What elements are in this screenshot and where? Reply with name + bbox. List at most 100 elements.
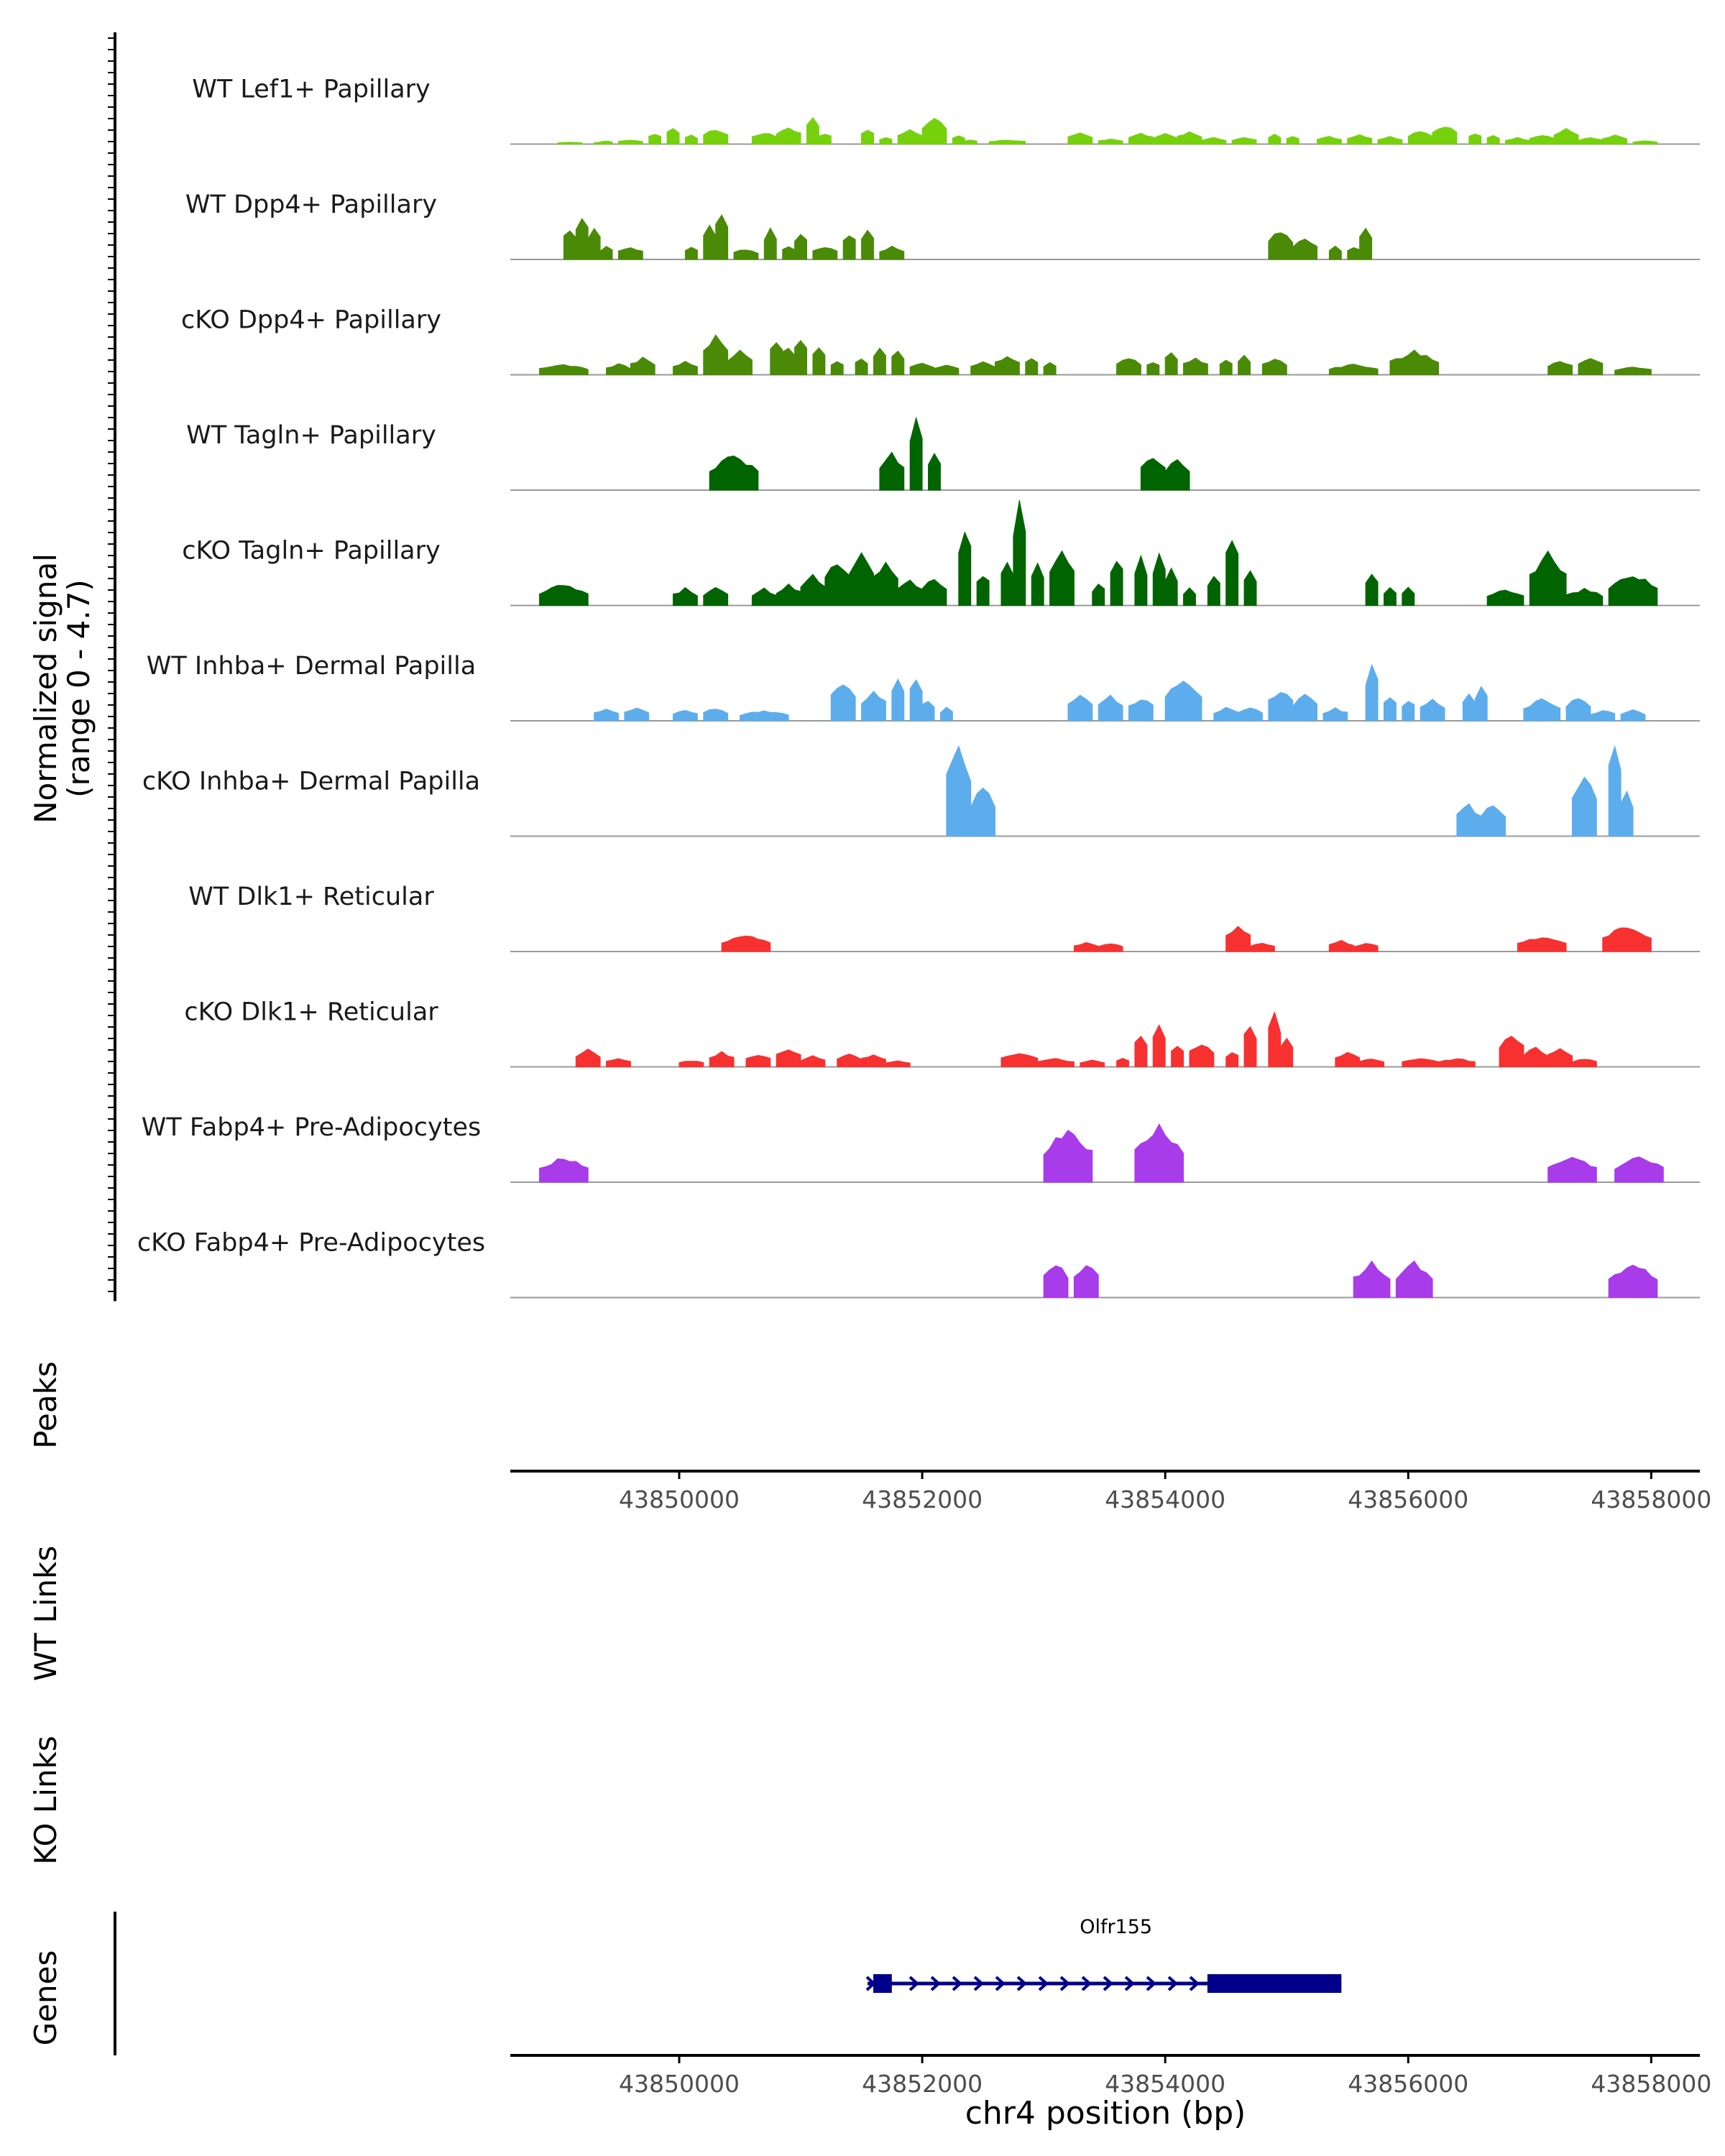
coverage-peak xyxy=(897,129,923,144)
coverage-peak xyxy=(1189,1044,1215,1067)
coverage-peak xyxy=(684,134,698,144)
coverage-peak xyxy=(1432,126,1458,144)
coverage-peak xyxy=(1383,586,1397,606)
coverage-peak xyxy=(1365,663,1379,722)
coverage-peak xyxy=(740,710,789,722)
coverage-peak xyxy=(1207,576,1220,606)
coverage-peak xyxy=(1608,1264,1658,1298)
coverage-peak xyxy=(1322,707,1348,722)
peaks-x-tick-label: 43858000 xyxy=(1591,1485,1711,1514)
coverage-peak xyxy=(709,455,759,491)
coverage-peak xyxy=(1377,136,1403,144)
coverage-peak xyxy=(1608,745,1622,837)
peaks-x-tick-label: 43856000 xyxy=(1348,1485,1468,1514)
coverage-peak xyxy=(1225,540,1239,606)
coverage-peak xyxy=(855,358,868,375)
coverage-peak xyxy=(909,416,923,491)
coverage-peak xyxy=(1286,136,1300,144)
coverage-peak xyxy=(1043,1130,1093,1183)
strand-arrow xyxy=(1038,1976,1049,1991)
track-label: cKO Dpp4+ Papillary xyxy=(181,306,441,335)
track-label: cKO Tagln+ Papillary xyxy=(182,537,441,566)
coverage-peak xyxy=(1049,550,1075,606)
coverage-peak xyxy=(885,1060,911,1067)
coverage-peak xyxy=(1608,576,1658,606)
track-label: WT Inhba+ Dermal Papilla xyxy=(147,652,476,681)
coverage-peak xyxy=(1013,500,1026,606)
coverage-peak xyxy=(630,356,656,375)
coverage-peak xyxy=(1031,562,1044,606)
coverage-peak xyxy=(575,1049,601,1067)
coverage-peak xyxy=(1462,693,1476,722)
strand-arrow xyxy=(1016,1976,1027,1991)
coverage-peak xyxy=(861,129,874,144)
coverage-peak xyxy=(1456,803,1482,837)
coverage-peak xyxy=(1347,247,1361,260)
coverage-peak xyxy=(1098,138,1123,144)
coverage-peak xyxy=(776,583,801,606)
coverage-peak xyxy=(1407,131,1433,144)
peaks-panel: 43850000 43852000 43854000 43856000 43858000 xyxy=(510,1470,1711,1514)
y-axis-title-line-2: (range 0 - 4.7) xyxy=(61,579,96,798)
coverage-peak xyxy=(703,586,729,606)
coverage-peak xyxy=(1316,136,1342,144)
coverage-peak xyxy=(684,247,698,260)
track-label: WT Tagln+ Papillary xyxy=(186,421,436,450)
coverage-peak xyxy=(1359,227,1373,260)
coverage-peak xyxy=(909,679,923,722)
genes-panel: 43850000 43852000 43854000 43856000 43858000… xyxy=(114,1912,1711,2098)
coverage-peak xyxy=(1335,1051,1361,1067)
coverage-peak xyxy=(1359,1059,1384,1067)
coverage-peak xyxy=(879,137,893,144)
coverage-peak xyxy=(849,552,874,606)
coverage-peak xyxy=(952,135,965,144)
coverage-peak xyxy=(1553,127,1579,144)
coverage-peak xyxy=(1486,135,1500,144)
coverage-peak xyxy=(1025,358,1039,375)
coverage-peak xyxy=(617,139,643,144)
strand-arrow xyxy=(930,1976,941,1991)
coverage-peak xyxy=(782,347,796,375)
coverage-peak xyxy=(879,451,905,491)
wt-links-track-label: WT Links xyxy=(28,1546,63,1681)
coverage-peak xyxy=(1177,131,1202,144)
coverage-peak xyxy=(970,787,996,837)
coverage-peak xyxy=(1353,943,1379,952)
strand-arrow xyxy=(908,1976,919,1991)
coverage-peak xyxy=(1243,570,1257,606)
coverage-peak xyxy=(1128,132,1154,144)
track-label: WT Dpp4+ Papillary xyxy=(185,190,437,219)
track-label: WT Fabp4+ Pre-Adipocytes xyxy=(142,1113,481,1142)
coverage-peak xyxy=(1571,1059,1597,1067)
coverage-peak xyxy=(873,561,898,606)
coverage-peak xyxy=(1134,1036,1148,1067)
coverage-peak xyxy=(763,227,777,260)
peaks-x-tick-label: 43852000 xyxy=(862,1485,983,1514)
coverage-peak xyxy=(715,213,729,260)
strand-arrow xyxy=(952,1976,962,1991)
coverage-peak xyxy=(557,142,583,144)
coverage-peak xyxy=(703,709,729,722)
coverage-peak xyxy=(800,1055,826,1067)
coverage-peak xyxy=(891,350,905,375)
coverage-peak xyxy=(1043,1265,1069,1298)
peaks-x-tick-label: 43854000 xyxy=(1105,1485,1225,1514)
coverage-peak xyxy=(1037,1058,1075,1067)
coverage-peak xyxy=(1578,137,1604,144)
coverage-peak xyxy=(1213,706,1239,722)
coverage-peak xyxy=(909,362,935,375)
coverage-peak xyxy=(1073,941,1099,952)
coverage-peak xyxy=(1328,939,1354,952)
coverage-peak xyxy=(575,218,589,260)
track-wt-lef1-papillary: WT Lef1+ Papillary xyxy=(192,75,1700,145)
track-wt-fabp4-pre-adipocytes: WT Fabp4+ Pre-Adipocytes xyxy=(142,1113,1700,1183)
track-wt-dlk1-reticular: WT Dlk1+ Reticular xyxy=(188,883,1700,952)
coverage-peak xyxy=(1250,943,1275,952)
coverage-peak xyxy=(1152,552,1166,606)
track-cko-dlk1-reticular: cKO Dlk1+ Reticular xyxy=(184,998,1700,1068)
coverage-peak xyxy=(1164,351,1178,375)
coverage-peak xyxy=(861,691,886,722)
coverage-peak xyxy=(861,229,874,260)
track-wt-inhba-dermal-papilla: WT Inhba+ Dermal Papilla xyxy=(147,652,1700,722)
coverage-peak xyxy=(794,340,807,375)
